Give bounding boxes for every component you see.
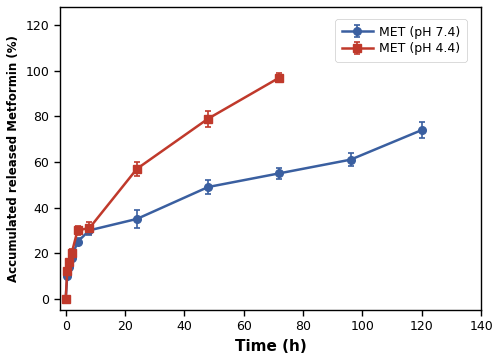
Legend: MET (pH 7.4), MET (pH 4.4): MET (pH 7.4), MET (pH 4.4)	[336, 19, 466, 61]
X-axis label: Time (h): Time (h)	[234, 339, 306, 354]
Y-axis label: Accumulated released Metformin (%): Accumulated released Metformin (%)	[7, 35, 20, 282]
